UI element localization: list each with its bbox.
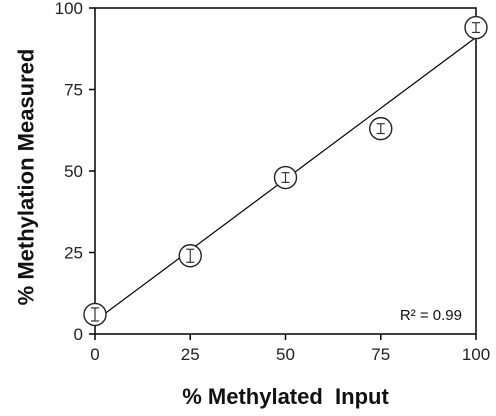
y-axis-ticks: 0 25 50 75 100 — [55, 0, 95, 344]
y-tick-label: 25 — [64, 244, 83, 263]
data-point — [369, 116, 393, 141]
data-point — [83, 302, 107, 327]
x-axis-title: % Methylated Input — [182, 384, 389, 409]
x-axis-ticks: 0 25 50 75 100 — [90, 334, 490, 364]
x-tick-label: 50 — [276, 345, 295, 364]
y-tick-label: 0 — [74, 325, 83, 344]
r-squared-annotation: R² = 0.99 — [400, 307, 462, 324]
data-point — [464, 15, 488, 40]
y-axis-title: % Methylation Measured — [14, 49, 39, 306]
y-tick-label: 75 — [64, 81, 83, 100]
y-tick-label: 50 — [64, 162, 83, 181]
x-tick-label: 0 — [90, 345, 99, 364]
data-point — [178, 244, 202, 268]
x-tick-label: 75 — [371, 345, 390, 364]
y-tick-label: 100 — [55, 0, 83, 18]
data-point — [273, 165, 298, 190]
x-tick-label: 25 — [181, 345, 200, 364]
x-tick-label: 100 — [462, 345, 490, 364]
data-points — [83, 15, 488, 327]
